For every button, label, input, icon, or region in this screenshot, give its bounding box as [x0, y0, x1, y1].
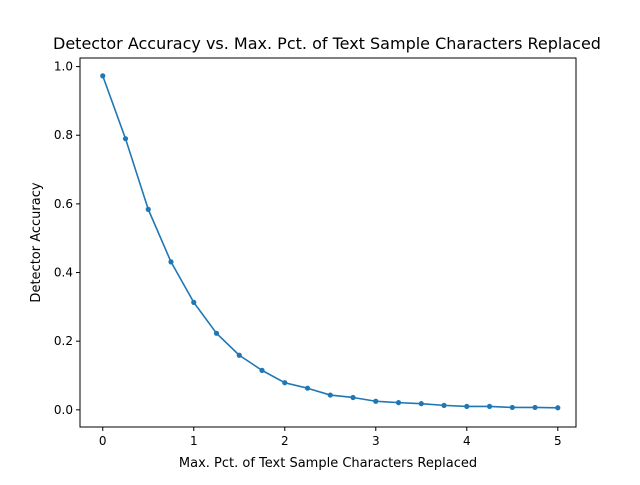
data-point: [441, 402, 447, 408]
data-point: [486, 403, 493, 410]
y-tick-label: 0.6: [54, 197, 73, 211]
chart-title: Detector Accuracy vs. Max. Pct. of Text …: [53, 34, 601, 53]
data-point: [418, 401, 424, 407]
data-point: [259, 367, 265, 373]
plot-frame: [79, 57, 577, 428]
x-tick-label: 1: [190, 434, 198, 448]
data-point: [213, 330, 220, 336]
data-point: [236, 352, 242, 358]
y-tick-label: 0.2: [54, 334, 73, 348]
x-tick-label: 5: [554, 434, 562, 448]
data-point: [304, 385, 311, 391]
data-point: [145, 206, 151, 212]
plot-area: [100, 73, 561, 411]
x-axis-label: Max. Pct. of Text Sample Characters Repl…: [179, 456, 477, 471]
data-point: [122, 136, 129, 142]
y-tick-label: 0.4: [54, 266, 73, 280]
y-tick-label: 1.0: [54, 60, 73, 74]
data-point: [191, 299, 197, 305]
y-tick-label: 0.0: [54, 403, 73, 417]
data-point: [395, 400, 402, 406]
data-point: [100, 73, 106, 79]
data-point: [509, 404, 515, 411]
data-point: [532, 404, 538, 411]
data-point: [282, 380, 288, 386]
data-point: [327, 392, 333, 398]
data-point: [464, 403, 470, 410]
series-line: [101, 75, 559, 409]
x-tick-label: 0: [99, 434, 107, 448]
data-point: [350, 394, 356, 401]
y-axis-label: Detector Accuracy: [29, 182, 44, 302]
data-point: [373, 398, 379, 404]
x-tick-label: 4: [463, 434, 471, 448]
data-point: [168, 259, 174, 265]
y-tick-label: 0.8: [54, 128, 73, 142]
data-point: [555, 405, 561, 411]
x-tick-label: 2: [281, 434, 289, 448]
x-tick-label: 3: [372, 434, 380, 448]
